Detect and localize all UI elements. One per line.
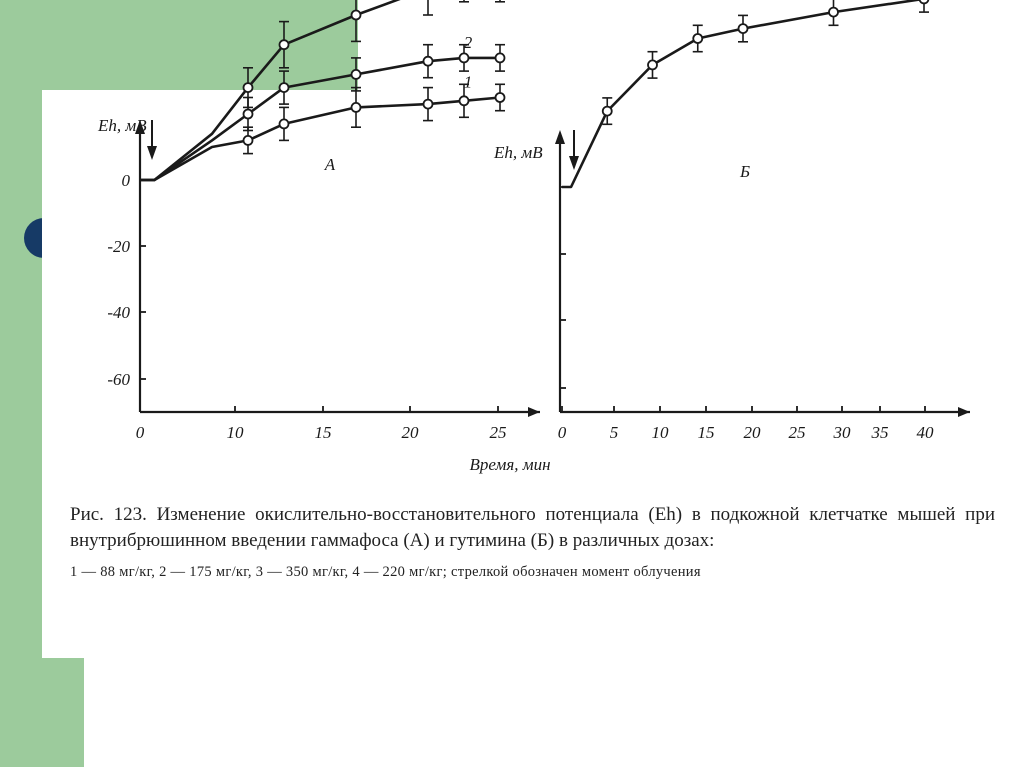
data-point	[692, 33, 704, 44]
data-point	[494, 92, 506, 103]
x-tick-label: 10	[227, 423, 245, 442]
x-tick-label: 0	[136, 423, 145, 442]
data-point	[350, 102, 362, 113]
x-axis-arrowhead	[958, 407, 970, 417]
y-tick-label: -60	[107, 370, 130, 389]
slide-green-band-top	[0, 0, 358, 90]
x-tick-label: 30	[833, 423, 852, 442]
x-tick-label: 20	[744, 423, 762, 442]
irradiation-arrowhead	[569, 156, 579, 170]
panel-label: А	[324, 155, 336, 174]
y-axis-arrowhead	[135, 120, 145, 134]
slide-green-band-bottom	[0, 655, 84, 767]
x-tick-label: 15	[698, 423, 715, 442]
data-point	[278, 118, 290, 130]
x-tick-label: 35	[871, 423, 889, 442]
y-tick-label: -20	[107, 237, 130, 256]
panel-b: Eh, мВ0510152025303540Б4	[493, 0, 970, 442]
data-point	[350, 9, 362, 21]
data-point	[242, 82, 254, 93]
data-point	[422, 55, 434, 67]
series-3-line	[140, 0, 401, 182]
data-point	[242, 134, 254, 146]
x-tick-label: 0	[558, 423, 567, 442]
x-tick-label: 15	[315, 423, 332, 442]
y-axis-label: Eh, мВ	[493, 143, 543, 162]
series-2-line	[140, 56, 500, 182]
data-point	[601, 105, 613, 117]
y-tick-label: -40	[107, 303, 130, 322]
data-point	[278, 39, 290, 51]
data-point	[494, 52, 506, 64]
x-tick-label: 25	[789, 423, 806, 442]
x-axis-label: Время, мин	[469, 455, 550, 474]
caption-main: Рис. 123. Изменение окислительно-восстан…	[70, 504, 995, 551]
figure-caption: Рис. 123. Изменение окислительно-восстан…	[70, 502, 995, 582]
data-point	[242, 108, 254, 120]
panel-label: Б	[739, 162, 750, 181]
data-point	[422, 98, 434, 110]
figure-card	[42, 92, 1024, 658]
data-point	[458, 52, 470, 64]
slide-green-band-left	[0, 0, 42, 767]
data-point	[828, 6, 839, 18]
irradiation-arrowhead	[147, 146, 157, 160]
data-point	[647, 59, 658, 71]
x-tick-label: 25	[490, 423, 507, 442]
caption-note: 1 — 88 мг/кг, 2 — 175 мг/кг, 3 — 350 мг/…	[70, 564, 701, 580]
y-axis-arrowhead	[555, 130, 565, 144]
data-point	[458, 95, 470, 107]
series-4-line	[562, 0, 925, 189]
data-point	[918, 0, 930, 5]
y-tick-label: 0	[122, 171, 131, 190]
y-axis-label: Eh, мВ	[97, 116, 147, 135]
x-tick-label: 10	[652, 423, 670, 442]
x-tick-label: 20	[402, 423, 420, 442]
data-point	[737, 23, 749, 35]
x-axis-arrowhead	[528, 407, 540, 417]
x-tick-label: 40	[917, 423, 935, 442]
x-tick-label: 5	[610, 423, 619, 442]
series-1-line	[140, 96, 501, 182]
data-point	[350, 69, 362, 80]
series-label-2: 2	[464, 33, 473, 52]
data-point	[278, 82, 290, 93]
series-label-1: 1	[464, 73, 473, 92]
